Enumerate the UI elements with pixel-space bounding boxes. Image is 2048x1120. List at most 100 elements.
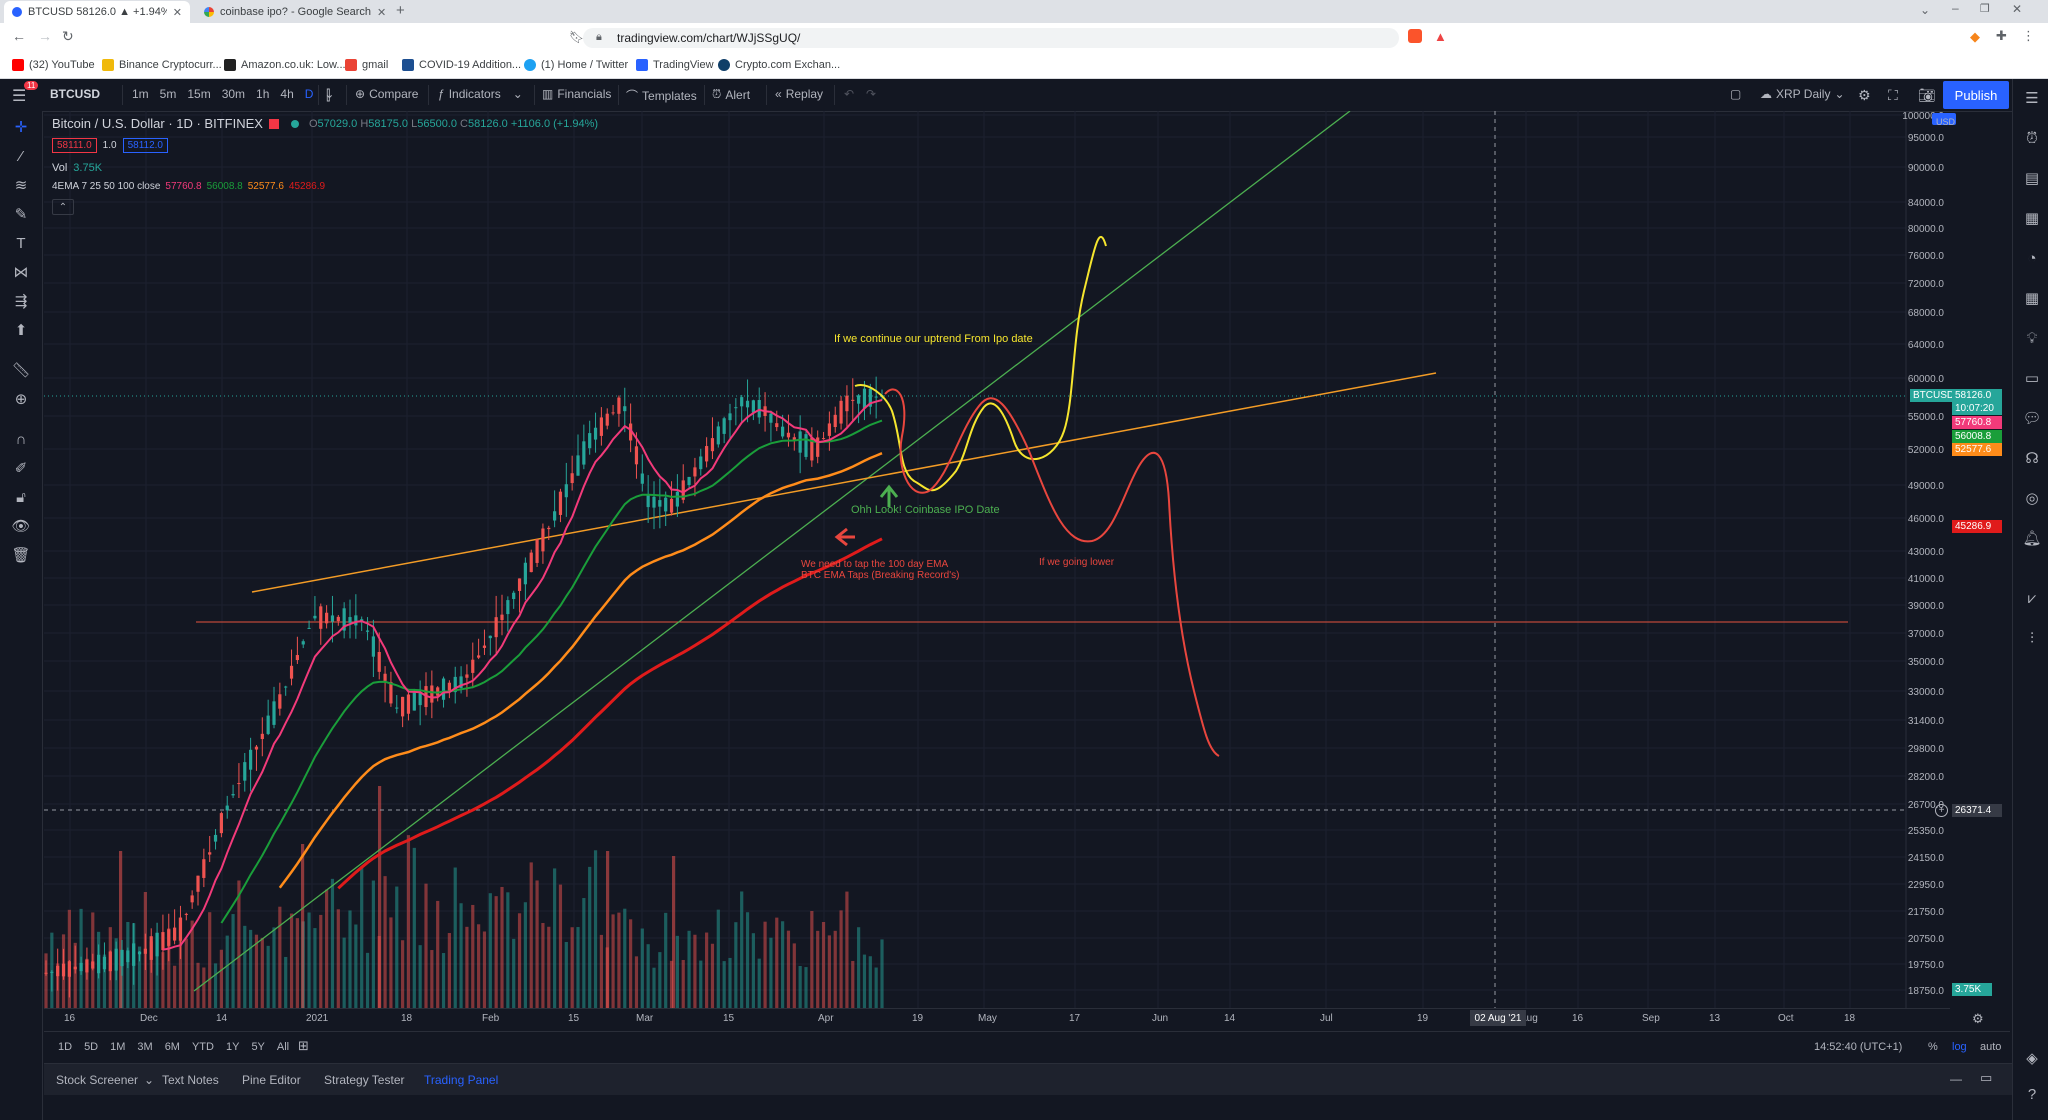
symbol-title[interactable]: Bitcoin / U.S. Dollar · 1D · BITFINEX [52, 116, 263, 131]
browser-tab-active[interactable]: BTCUSD 58126.0 ▲ +1.94% XRP D ✕ [4, 1, 190, 23]
brush-icon[interactable]: ✎ [14, 206, 28, 223]
tab-search-icon[interactable]: ⌄ [1920, 3, 1931, 17]
ema-tap-annotation[interactable]: We need to tap the 100 day EMA [801, 559, 948, 570]
time-axis[interactable]: 16 Dec 14 2021 18 Feb 15 Mar 15 Apr 19 May 17 Jun 14 Ju… [44, 1008, 1950, 1031]
sell-button[interactable]: 58111.0 [52, 138, 97, 153]
tab-pine-editor[interactable]: Pine Editor [232, 1064, 311, 1096]
interval-30m[interactable]: 30m [221, 87, 246, 101]
crosshair-icon[interactable]: ✛ [14, 119, 28, 136]
fullscreen-icon[interactable]: ⛶ [1888, 87, 1898, 103]
watchlist-icon[interactable]: ☰ [2025, 90, 2039, 107]
streams-icon[interactable]: ▭ [2024, 370, 2040, 387]
indicators-button[interactable]: ƒ Indicators ⌄ [438, 87, 523, 101]
range-6m[interactable]: 6M [164, 1041, 180, 1053]
symbol-search[interactable]: BTCUSD [50, 87, 100, 101]
fib-retracement-icon[interactable]: ≋ [14, 177, 28, 194]
trend-line-icon[interactable]: ⁄ [19, 147, 23, 165]
interval-1h[interactable]: 1h [256, 87, 270, 101]
order-panel-icon[interactable]: ⫶ [2030, 629, 2034, 647]
range-1y[interactable]: 1Y [225, 1041, 240, 1053]
lock-drawings-icon[interactable]: 🔓︎ [16, 488, 26, 506]
stay-drawing-icon[interactable]: ✐ [14, 460, 28, 477]
bookmark-binance[interactable]: Binance Cryptocurr... [102, 58, 222, 72]
ema-legend[interactable]: 4EMA 7 25 50 100 close 57760.8 56008.8 5… [52, 181, 325, 192]
tab-trading-panel[interactable]: Trading Panel [414, 1064, 508, 1096]
menu-icon[interactable]: ⋮ [2022, 28, 2035, 43]
volume-legend[interactable]: Vol 3.75K [52, 162, 102, 174]
add-alert-plus-icon[interactable]: + [1935, 804, 1948, 817]
clock-text[interactable]: 14:52:40 (UTC+1) [1814, 1041, 1903, 1053]
settings-gear-icon[interactable]: ⚙︎ [1858, 87, 1871, 103]
close-tab-icon[interactable]: ✕ [377, 6, 387, 19]
interval-15m[interactable]: 15m [187, 87, 211, 101]
camera-icon[interactable]: 📷︎ [1918, 87, 1936, 103]
auto-toggle[interactable]: auto [1980, 1041, 2002, 1053]
minimize-icon[interactable]: – [1952, 1, 1959, 15]
range-5d[interactable]: 5D [84, 1041, 99, 1053]
maximize-panel-icon[interactable]: ▭ [1980, 1070, 1993, 1085]
buy-button[interactable]: 58112.0 [122, 138, 168, 153]
minimize-panel-icon[interactable]: — [1950, 1072, 1962, 1086]
close-tab-icon[interactable]: ✕ [172, 6, 182, 19]
bookmark-icon[interactable]: 🔖︎ [569, 30, 585, 44]
trash-icon[interactable]: 🗑︎ [11, 547, 31, 564]
data-window-icon[interactable]: ▤ [2024, 170, 2040, 187]
range-all[interactable]: All [276, 1041, 290, 1053]
price-axis[interactable]: 100000.0 95000.0 90000.0 84000.0 80000.0 7600… [1902, 111, 1944, 997]
back-icon[interactable]: ← [12, 28, 26, 44]
interval-d[interactable]: D [304, 87, 314, 101]
bookmark-cryptocom[interactable]: Crypto.com Exchan... [718, 58, 840, 72]
broadcast-icon[interactable]: ◎ [2025, 490, 2039, 507]
bookmark-covid[interactable]: COVID-19 Addition... [402, 58, 521, 72]
bookmark-gmail[interactable]: gmail [345, 58, 388, 72]
templates-button[interactable]: ⌒ Templates [626, 87, 697, 104]
interval-1m[interactable]: 1m [132, 87, 149, 101]
red-downtrend-drawing[interactable] [884, 388, 1220, 757]
reload-icon[interactable]: ↻ [62, 28, 74, 44]
price-chart[interactable]: If we continue our uptrend From Ipo date… [44, 111, 1950, 1008]
publish-button[interactable]: Publish [1943, 81, 2009, 109]
settings-gear-icon[interactable]: ⚙︎ [1972, 1011, 1984, 1026]
tab-text-notes[interactable]: Text Notes [152, 1064, 229, 1096]
bell-icon[interactable]: 🔔︎ [2022, 530, 2042, 547]
green-trend-line[interactable] [193, 111, 1351, 992]
collapse-legend-icon[interactable]: ⌃ [52, 199, 74, 215]
bookmark-youtube[interactable]: (32) YouTube [12, 58, 95, 72]
financials-button[interactable]: ▥ Financials [542, 87, 611, 101]
arrow-up-icon[interactable]: ⬆ [14, 322, 28, 339]
replay-button[interactable]: «Replay [775, 87, 823, 101]
goto-date-icon[interactable]: ⊞ [298, 1038, 309, 1053]
pattern-icon[interactable]: ⋈ [13, 264, 29, 281]
percent-toggle[interactable]: % [1928, 1041, 1938, 1053]
hamburger-menu-icon[interactable]: ☰ [12, 88, 27, 105]
uptrend-annotation[interactable]: If we continue our uptrend From Ipo date [834, 333, 1033, 345]
candles-style-icon[interactable]: ⫿ [326, 87, 331, 103]
layout-select-icon[interactable]: ▢ [1730, 87, 1742, 101]
calendar-icon[interactable]: ▦ [2024, 290, 2040, 307]
flag-icon[interactable] [268, 118, 279, 129]
url-field[interactable]: tradingview.com/chart/WJjSSgUQ/ [583, 28, 1399, 48]
coinbase-annotation[interactable]: Ohh Look! Coinbase IPO Date [851, 504, 1000, 516]
redo-icon[interactable]: ↷ [866, 87, 877, 101]
lower-annotation[interactable]: If we going lower [1039, 557, 1115, 568]
news-icon[interactable]: ▦ [2024, 210, 2040, 227]
prediction-icon[interactable]: ⇶ [14, 293, 28, 310]
alert-button[interactable]: ⏰︎ Alert [712, 87, 750, 102]
range-5y[interactable]: 5Y [251, 1041, 265, 1053]
text-tool-icon[interactable]: T [16, 234, 26, 252]
notifications-icon[interactable]: ☊ [2025, 450, 2039, 467]
layout-name-button[interactable]: ☁︎ XRP Daily ⌄ [1760, 87, 1845, 101]
bookmark-twitter[interactable]: (1) Home / Twitter [524, 58, 628, 72]
undo-icon[interactable]: ↶ [844, 87, 855, 101]
ideas-lightbulb-icon[interactable]: 💡︎ [2026, 329, 2038, 347]
log-toggle[interactable]: log [1952, 1041, 1967, 1053]
new-tab-icon[interactable]: + [396, 2, 405, 19]
forward-icon[interactable]: → [38, 28, 52, 44]
metamask-icon[interactable]: ◆ [1970, 29, 1980, 44]
ruler-icon[interactable]: 📏︎ [11, 362, 31, 379]
interval-4h[interactable]: 4h [280, 87, 294, 101]
restore-icon[interactable]: ❐ [1980, 3, 1990, 15]
magnet-icon[interactable]: ∩ [15, 430, 27, 448]
compare-button[interactable]: ⊕ Compare [355, 87, 418, 101]
hotlists-icon[interactable]: ◔ [2027, 249, 2037, 267]
